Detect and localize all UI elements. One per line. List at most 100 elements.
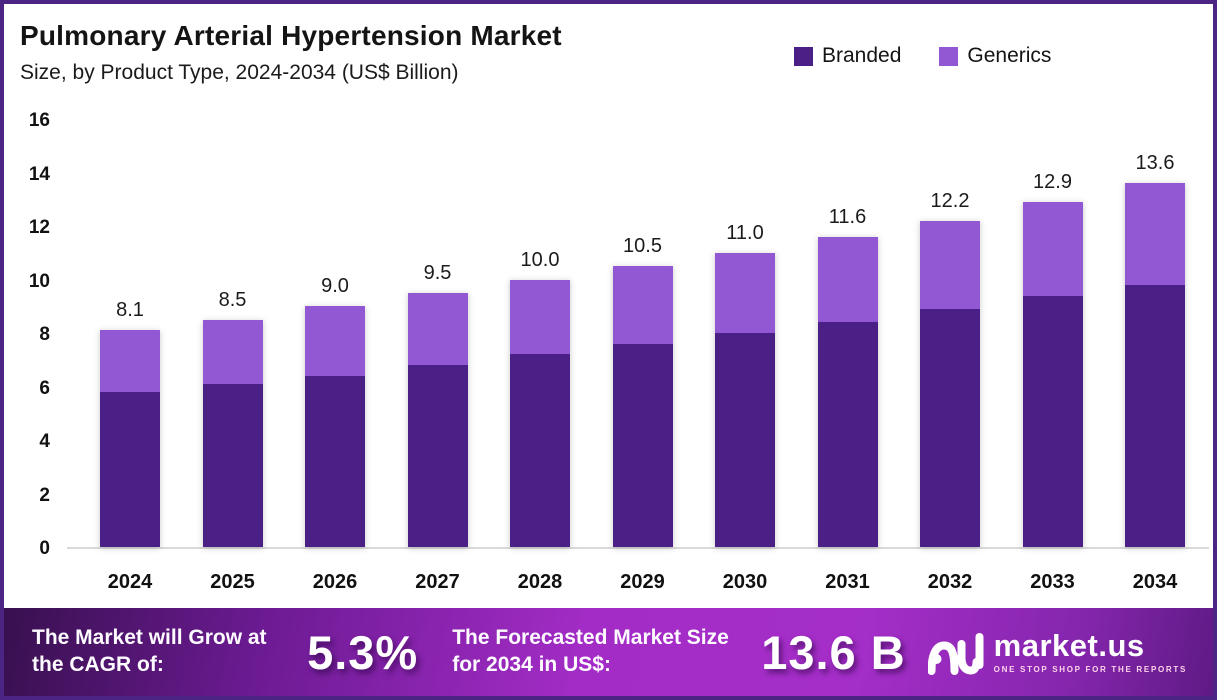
forecast-value: 13.6 B [761, 625, 906, 679]
bar-segment-generics [202, 319, 263, 384]
bar-column: 10.5 [612, 235, 673, 547]
page-title: Pulmonary Arterial Hypertension Market [20, 20, 562, 51]
legend-label: Generics [967, 44, 1052, 67]
footer-banner: The Market will Grow at the CAGR of: 5.3… [4, 608, 1213, 696]
x-axis-label: 2026 [312, 571, 358, 593]
y-tick-label: 10 [28, 270, 50, 292]
bar-total-label: 12.9 [1033, 170, 1072, 193]
chart-legend: Branded Generics [794, 44, 1051, 68]
bar-segment-branded [1125, 284, 1185, 547]
bar-segment-generics [715, 252, 775, 333]
bar-stack [202, 319, 263, 547]
bar-total-label: 10.0 [520, 248, 560, 271]
bars-row: 8.1 8.5 9.0 9.5 10.0 10.5 11.0 11.6 12.2 12.9 13.6 [67, 112, 1209, 549]
y-tick-label: 8 [39, 324, 50, 345]
bar-total-label: 11.6 [828, 205, 867, 228]
bar-column: 12.9 [1022, 170, 1083, 547]
bar-total-label: 12.2 [930, 189, 970, 212]
bar-stack [305, 306, 365, 547]
bar-segment-generics [100, 330, 160, 392]
header: Pulmonary Arterial Hypertension Market S… [20, 20, 562, 85]
legend-item-branded: Branded [794, 44, 901, 68]
bar-column: 9.0 [305, 275, 365, 547]
bar-segment-branded [407, 365, 468, 547]
y-tick-label: 6 [39, 377, 50, 399]
y-tick-label: 14 [28, 163, 50, 185]
generics-swatch-icon [939, 46, 959, 66]
x-axis-label: 2029 [620, 571, 665, 593]
chart-plot: 8.1 8.5 9.0 9.5 10.0 10.5 11.0 11.6 12.2 12.9 13.6… [67, 112, 1209, 594]
logo-tagline: ONE STOP SHOP FOR THE REPORTS [993, 665, 1187, 674]
bar-segment-generics [817, 236, 878, 323]
bar-segment-generics [1022, 201, 1083, 296]
bar-stack [407, 292, 468, 547]
bar-segment-branded [817, 322, 878, 547]
x-axis-label: 2033 [1030, 571, 1075, 593]
page-subtitle: Size, by Product Type, 2024-2034 (US$ Bi… [20, 61, 459, 84]
bar-segment-generics [510, 279, 570, 355]
y-tick-label: 0 [39, 538, 50, 559]
bar-column: 8.1 [100, 299, 160, 547]
bar-segment-generics [612, 266, 673, 344]
legend-item-generics: Generics [939, 44, 1051, 68]
x-axis: 2024 2025 2026 2027 2028 2029 2030 2031 2032 2033… [67, 571, 1209, 594]
x-axis-label: 2032 [927, 571, 973, 593]
y-tick-label: 2 [39, 484, 50, 506]
bar-segment-branded [100, 391, 160, 547]
bar-segment-generics [920, 220, 980, 309]
forecast-label: The Forecasted Market Size for 2034 in U… [452, 626, 729, 676]
bar-column: 13.6 [1125, 152, 1185, 547]
bar-total-label: 9.0 [321, 275, 349, 298]
x-axis-label: 2031 [825, 571, 870, 593]
bar-segment-branded [202, 383, 263, 547]
x-axis-label: 2027 [415, 571, 460, 593]
bar-segment-branded [920, 308, 980, 547]
bar-column: 9.5 [407, 261, 468, 547]
logo-name: market.us [993, 628, 1145, 663]
bar-column: 12.2 [920, 190, 980, 547]
bar-stack [1022, 201, 1083, 547]
bar-segment-branded [1022, 295, 1083, 547]
y-tick-label: 4 [39, 431, 50, 452]
bar-stack [1125, 183, 1185, 547]
x-axis-label: 2025 [210, 571, 255, 593]
cagr-label: The Market will Grow at the CAGR of: [32, 626, 267, 676]
bar-stack [510, 279, 570, 547]
bar-stack [715, 252, 775, 547]
x-axis-label: 2028 [517, 571, 563, 593]
marketus-logo: market.us ONE STOP SHOP FOR THE REPORTS [927, 629, 1187, 675]
bar-segment-generics [407, 292, 468, 366]
bar-total-label: 9.5 [423, 261, 452, 284]
y-axis: 16 14 12 10 8 6 4 2 0 [4, 110, 56, 559]
marketus-logo-icon [927, 633, 984, 675]
bar-stack [920, 220, 980, 547]
cagr-value: 5.3% [307, 625, 419, 679]
bar-total-label: 10.5 [623, 235, 662, 258]
logo-text-block: market.us ONE STOP SHOP FOR THE REPORTS [994, 630, 1187, 674]
bar-total-label: 13.6 [1135, 152, 1175, 175]
bar-stack [817, 236, 878, 547]
y-tick-label: 12 [28, 217, 50, 238]
bar-segment-branded [612, 343, 673, 547]
bar-column: 10.0 [510, 249, 570, 547]
legend-label: Branded [822, 44, 902, 67]
bar-segment-branded [715, 333, 775, 547]
bar-segment-generics [1125, 183, 1185, 285]
x-axis-label: 2024 [107, 571, 153, 593]
bar-stack [612, 266, 673, 547]
branded-swatch-icon [794, 46, 813, 66]
bar-total-label: 8.5 [218, 288, 247, 311]
x-axis-label: 2030 [722, 571, 768, 593]
bar-stack [100, 330, 160, 547]
bar-segment-generics [305, 306, 365, 376]
bar-segment-branded [305, 375, 365, 547]
bar-column: 11.0 [715, 222, 775, 547]
bar-column: 8.5 [202, 288, 263, 547]
x-axis-label: 2034 [1132, 571, 1178, 593]
bar-total-label: 8.1 [116, 299, 144, 322]
bar-segment-branded [510, 354, 570, 547]
bar-total-label: 11.0 [726, 221, 764, 244]
y-tick-label: 16 [28, 110, 50, 131]
bar-column: 11.6 [817, 205, 878, 547]
